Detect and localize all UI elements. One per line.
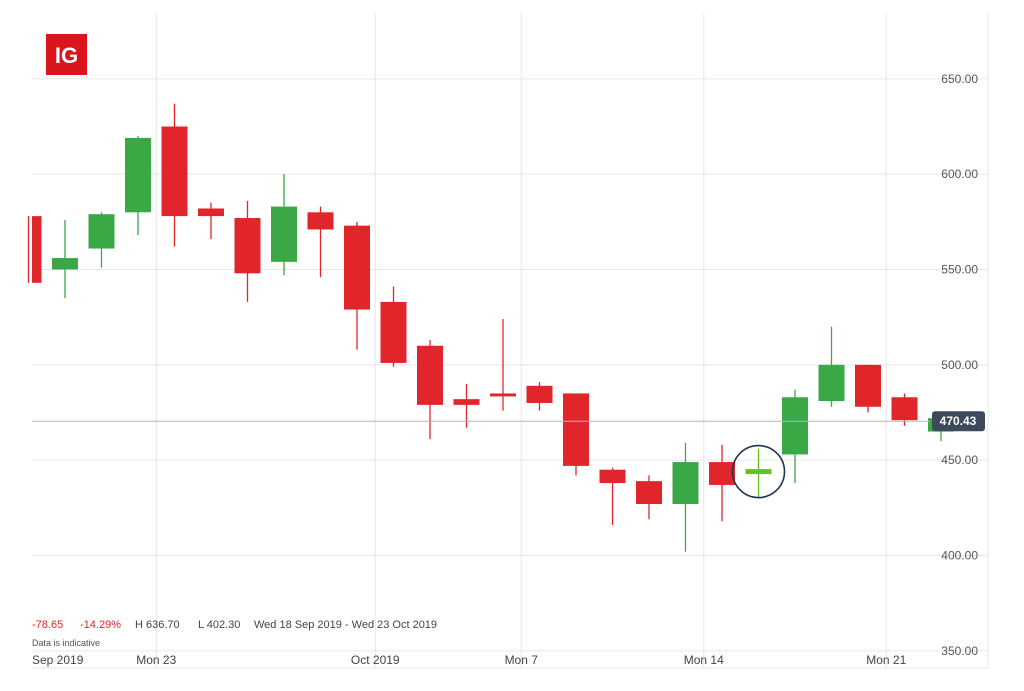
candle-body — [636, 481, 662, 505]
candle — [27, 216, 42, 283]
candle — [417, 340, 443, 440]
ig-logo-bg — [46, 34, 87, 75]
price-tick-label: 650.00 — [941, 72, 978, 86]
candle-body — [453, 399, 480, 405]
candle-body — [782, 397, 808, 455]
candle-body — [599, 469, 626, 484]
price-tick-label: 600.00 — [941, 167, 978, 181]
candle-body — [161, 126, 188, 217]
candle — [234, 200, 261, 302]
candle — [453, 383, 480, 428]
time-tick-label: Oct 2019 — [351, 653, 400, 667]
stats-change: -78.65 — [32, 619, 63, 631]
stats-high: H 636.70 — [135, 619, 180, 631]
candle-body — [344, 225, 370, 310]
candle — [599, 467, 626, 525]
candle-body — [307, 212, 334, 230]
candle — [709, 444, 735, 522]
candle — [731, 444, 786, 499]
candle — [855, 364, 881, 413]
stats-low: L 402.30 — [198, 619, 240, 631]
candle-body — [891, 397, 918, 421]
candle — [271, 174, 297, 276]
candle — [52, 219, 78, 299]
candle-body — [417, 345, 443, 405]
ig-logo: IG — [46, 34, 87, 75]
candle-body — [818, 364, 845, 402]
candle — [891, 393, 918, 426]
candle — [818, 326, 845, 407]
time-tick-label: Mon 14 — [684, 653, 724, 667]
time-tick-label: Mon 7 — [505, 653, 539, 667]
price-tick-label: 500.00 — [941, 358, 978, 372]
current-price-label-text: 470.43 — [940, 414, 977, 428]
price-axis-labels: 650.00 600.00 550.00 500.00 450.00 400.00 350.… — [941, 72, 978, 658]
candle — [636, 475, 662, 520]
candle — [344, 221, 370, 350]
current-price-label-bg — [932, 411, 985, 432]
candle-body — [745, 469, 772, 475]
time-tick-label: Mon 21 — [866, 653, 906, 667]
candle-body — [234, 218, 261, 274]
current-price-label: 470.43 — [932, 411, 985, 432]
stats-date-range: Wed 18 Sep 2019 - Wed 23 Oct 2019 — [254, 619, 437, 631]
stats-change-pct: -14.29% — [80, 619, 121, 631]
highlight-circle — [731, 444, 786, 499]
candle — [380, 286, 407, 367]
candle-body — [32, 216, 42, 283]
candle — [672, 443, 699, 552]
price-tick-label: 550.00 — [941, 262, 978, 276]
candle-body — [563, 393, 589, 466]
grid-lines — [32, 14, 988, 668]
candle — [490, 319, 516, 411]
time-tick-label: Sep 2019 — [32, 653, 84, 667]
price-tick-label: 450.00 — [941, 453, 978, 467]
candle-body — [855, 364, 881, 407]
candle-body — [380, 301, 407, 363]
candle-body — [271, 206, 297, 262]
price-tick-label: 350.00 — [941, 644, 978, 658]
candle — [526, 381, 553, 411]
data-indicative-note: Data is indicative — [32, 638, 100, 648]
candle — [307, 206, 334, 278]
time-axis-labels: Sep 2019 Mon 23 Oct 2019 Mon 7 Mon 14 Mon 21 — [32, 653, 907, 667]
candle — [125, 136, 151, 236]
candle-body — [52, 258, 78, 270]
ig-logo-text: IG — [55, 43, 78, 68]
candle — [88, 212, 115, 268]
candle — [198, 202, 224, 239]
candle-body — [125, 137, 151, 213]
candle — [161, 103, 188, 247]
candles-group — [27, 103, 954, 552]
price-tick-label: 400.00 — [941, 549, 978, 563]
candle-body — [526, 385, 553, 403]
stats-bar: -78.65 -14.29% H 636.70 L 402.30 Wed 18 … — [32, 619, 437, 648]
time-tick-label: Mon 23 — [136, 653, 176, 667]
candle-body — [672, 462, 699, 505]
candle — [782, 389, 808, 484]
candle — [563, 393, 589, 476]
candle-body — [198, 208, 224, 217]
candle-body — [490, 393, 516, 397]
candle-body — [709, 462, 735, 485]
candle-body — [88, 214, 115, 249]
